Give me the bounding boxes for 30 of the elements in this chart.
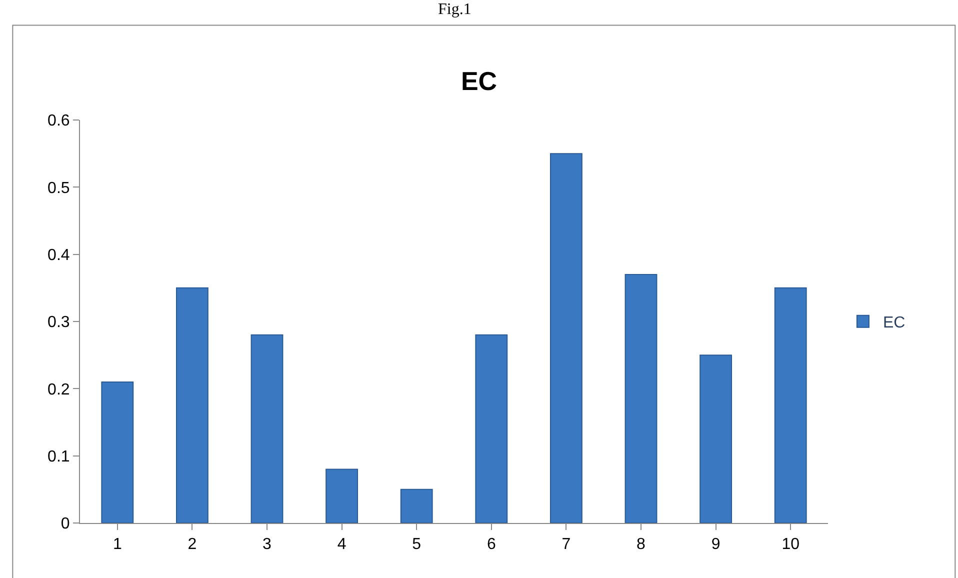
x-tick-label: 2 [188,536,197,554]
y-tick-label: 0.3 [48,314,70,332]
chart-title: EC [460,66,498,96]
y-tick-label: 0.2 [48,381,70,398]
x-tick-label: 1 [112,536,122,554]
legend-label: EC [882,314,906,332]
bar [250,334,284,523]
bar [624,274,658,523]
x-tick-label: 10 [782,536,800,554]
x-tick-label: 4 [337,536,346,554]
bar [475,334,508,523]
bar [700,354,732,523]
y-tick-label: 0.4 [48,246,70,264]
bar [774,287,807,523]
bar [400,488,433,523]
x-tick-label: 5 [412,536,422,554]
bar [176,287,208,523]
y-tick-label: 0.5 [48,180,70,197]
x-tick-label: 6 [486,536,496,554]
x-tick-label: 9 [711,536,720,554]
x-tick-label: 3 [262,536,272,554]
caption: Fig.1 [438,1,472,18]
y-tick-label: 0.6 [48,112,70,130]
x-tick-label: 7 [562,536,571,554]
bar [326,468,358,523]
bar [550,153,582,523]
y-tick-label: 0 [60,516,70,533]
bar [101,381,134,523]
x-tick-label: 8 [636,536,646,554]
y-tick-label: 0.1 [48,448,70,466]
